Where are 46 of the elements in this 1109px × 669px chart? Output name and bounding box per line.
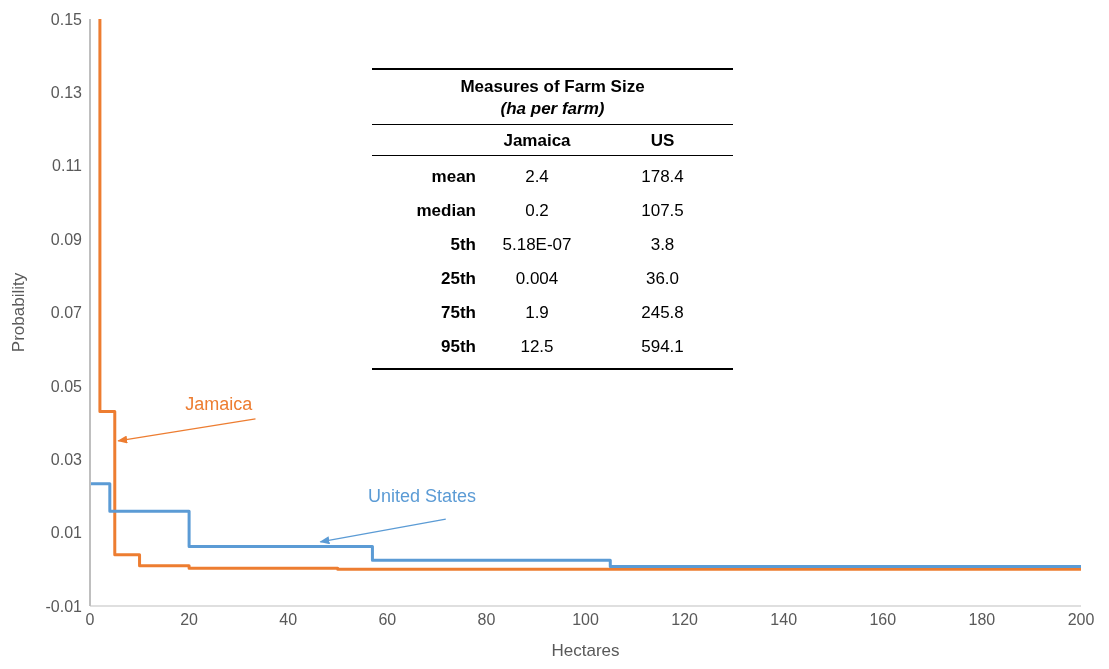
y-tick-label: 0.15 (50, 10, 83, 28)
x-tick-label: 80 (477, 611, 496, 629)
text: United States (367, 485, 477, 506)
y-tick-label: 0.13 (50, 84, 83, 102)
annotation: 3.8 (649, 235, 676, 255)
annotation: 5th (449, 235, 477, 255)
annotation: 0.004 (514, 269, 560, 289)
annotation: 12.5 (519, 337, 555, 357)
annotation: 5.18E-07 (501, 235, 573, 255)
x-axis-title: Hectares (551, 641, 620, 660)
y-axis-title: Probability (9, 272, 29, 353)
x-tick-label: 20 (180, 611, 199, 629)
x-tick-label: 180 (968, 611, 996, 629)
annotation: Jamaica (502, 131, 572, 151)
annotation: 245.8 (640, 303, 685, 323)
annotation: mean (430, 167, 477, 187)
annotation: 36.0 (644, 269, 681, 289)
y-tick-label: 0.01 (50, 524, 83, 542)
annotation: 75th (440, 303, 477, 323)
annotation: 594.1 (640, 337, 685, 357)
annotation: 107.5 (640, 201, 685, 221)
annotation: 95th (440, 337, 477, 357)
y-tick-label: 0.03 (50, 450, 83, 468)
annotation: Measures of Farm Size (459, 76, 646, 98)
x-tick-label: 120 (671, 611, 699, 629)
annotation: 25th (440, 269, 477, 289)
annotation: (ha per farm) (499, 98, 606, 120)
annotation: US (649, 131, 676, 151)
text: Jamaica (185, 393, 254, 414)
x-tick-label: 100 (572, 611, 599, 629)
x-tick-label: 0 (85, 611, 95, 629)
y-tick-label: -0.01 (45, 597, 83, 615)
y-tick-label: 0.07 (50, 304, 83, 322)
x-tick-label: 160 (869, 611, 897, 629)
y-tick-label: 0.05 (50, 377, 83, 395)
y-tick-label: 0.09 (50, 230, 83, 248)
annotation: 178.4 (640, 167, 685, 187)
annotation: median (415, 201, 477, 221)
y-tick-label: 0.11 (52, 157, 83, 175)
x-tick-label: 200 (1067, 611, 1095, 629)
annotation: 1.9 (524, 303, 550, 323)
x-tick-label: 40 (279, 611, 298, 629)
annotation: 2.4 (524, 167, 550, 187)
annotation: 0.2 (524, 201, 550, 221)
x-tick-label: 60 (378, 611, 397, 629)
x-tick-label: 140 (770, 611, 798, 629)
